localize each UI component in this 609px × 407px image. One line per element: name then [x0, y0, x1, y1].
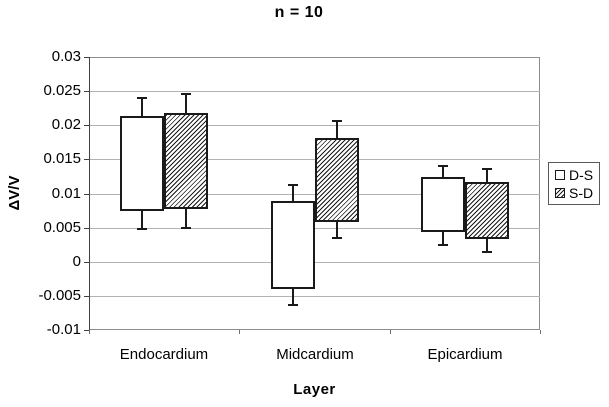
error-bar-lower-cap — [137, 227, 148, 230]
range-bar-s-d — [314, 137, 359, 223]
x-axis-tick — [239, 330, 240, 334]
y-axis-tick — [84, 228, 89, 229]
x-axis-tick — [390, 330, 391, 334]
legend-swatch-open-square-icon — [555, 170, 565, 180]
error-bar-upper-cap — [331, 120, 342, 123]
error-bar-lower-stem — [485, 239, 488, 252]
error-bar-lower-cap — [481, 250, 492, 253]
range-bar-s-d — [464, 181, 509, 240]
range-bar-d-s — [120, 116, 165, 211]
range-bar-d-s — [270, 201, 315, 290]
y-tick-label: 0.02 — [51, 116, 81, 133]
chart-title: n = 10 — [274, 4, 324, 21]
error-bar-lower-stem — [141, 210, 144, 229]
error-bar-upper-stem — [335, 121, 338, 138]
error-bar-upper-stem — [291, 184, 294, 201]
x-axis-title: Layer — [293, 381, 336, 398]
range-bar-d-s — [420, 177, 465, 233]
y-gridline — [89, 296, 540, 297]
error-bar-lower-cap — [287, 303, 298, 306]
error-bar-upper-stem — [441, 165, 444, 178]
x-axis-tick — [540, 330, 541, 334]
y-axis-tick — [84, 194, 89, 195]
error-bar-upper-stem — [141, 97, 144, 117]
y-axis-tick — [84, 91, 89, 92]
error-bar-upper-cap — [137, 96, 148, 99]
legend-item-sd: S-D — [555, 186, 593, 200]
y-gridline — [89, 91, 540, 92]
y-axis-tick — [84, 57, 89, 58]
category-label: Midcardium — [276, 346, 354, 363]
y-axis-tick — [84, 125, 89, 126]
y-axis-line — [89, 57, 90, 333]
y-tick-label: 0.03 — [51, 48, 81, 65]
error-bar-upper-stem — [185, 93, 188, 113]
category-label: Epicardium — [427, 346, 503, 363]
error-bar-lower-stem — [335, 222, 338, 238]
y-tick-label: -0.01 — [46, 321, 81, 338]
y-gridline — [89, 125, 540, 126]
legend-swatch-hatched-square-icon — [555, 188, 565, 198]
y-gridline — [89, 228, 540, 229]
error-bar-lower-stem — [291, 289, 294, 305]
category-label: Endocardium — [119, 346, 209, 363]
error-bar-lower-cap — [437, 243, 448, 246]
y-axis-tick — [84, 262, 89, 263]
y-axis-tick — [84, 296, 89, 297]
error-bar-lower-stem — [441, 232, 444, 245]
error-bar-lower-cap — [331, 236, 342, 239]
legend-label-ds: D-S — [569, 167, 594, 183]
range-bar-s-d — [164, 112, 209, 209]
error-bar-upper-cap — [287, 183, 298, 186]
y-gridline — [89, 262, 540, 263]
error-bar-upper-cap — [481, 167, 492, 170]
error-bar-upper-stem — [485, 168, 488, 182]
x-axis-tick — [89, 330, 90, 334]
legend-label-sd: S-D — [569, 185, 594, 201]
y-axis-tick — [84, 330, 89, 331]
y-tick-label: 0.005 — [43, 219, 81, 236]
error-bar-upper-cap — [181, 92, 192, 95]
error-bar-lower-cap — [181, 226, 192, 229]
error-bar-lower-stem — [185, 208, 188, 228]
legend: D-S S-D — [548, 162, 601, 205]
y-axis-tick — [84, 159, 89, 160]
y-tick-label: 0.015 — [43, 150, 81, 167]
y-tick-label: 0.025 — [43, 82, 81, 99]
y-tick-label: 0.01 — [51, 185, 81, 202]
y-tick-label: 0 — [72, 253, 81, 270]
error-bar-upper-cap — [437, 164, 448, 167]
legend-item-ds: D-S — [555, 168, 593, 182]
y-axis-title: ΔV/V — [6, 175, 23, 211]
y-tick-label: -0.005 — [38, 287, 81, 304]
